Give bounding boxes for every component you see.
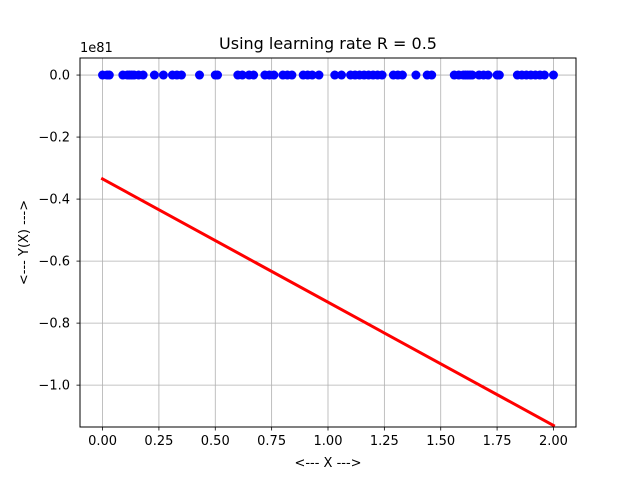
data-point (548, 70, 558, 80)
data-point (158, 70, 168, 80)
data-point (176, 70, 186, 80)
data-point (314, 70, 324, 80)
axis-ticks: 0.00 0.25 0.50 0.75 1.00 1.25 1.50 1.75 2.00 0.0 −… (38, 69, 568, 449)
regression-line (100, 176, 556, 428)
x-tick-label: 1.00 (314, 434, 343, 449)
data-point (269, 70, 279, 80)
x-tick-label: 0.25 (144, 434, 173, 449)
data-point (397, 70, 407, 80)
chart-title: Using learning rate R = 0.5 (219, 34, 437, 53)
data-point (467, 70, 477, 80)
data-point (213, 70, 223, 80)
data-point (427, 70, 437, 80)
data-point (194, 70, 204, 80)
x-tick-label: 0.50 (201, 434, 230, 449)
y-axis-label: <--- Y(X) ---> (17, 200, 32, 285)
data-point (330, 70, 340, 80)
data-point (377, 70, 387, 80)
x-tick-label: 2.00 (539, 434, 568, 449)
x-tick-label: 1.50 (426, 434, 455, 449)
data-point (307, 70, 317, 80)
x-tick-label: 1.75 (483, 434, 512, 449)
x-tick-label: 1.25 (370, 434, 399, 449)
data-point (494, 70, 504, 80)
x-tick-label: 0.00 (88, 434, 117, 449)
data-point (287, 70, 297, 80)
y-tick-label: −0.4 (38, 193, 70, 208)
x-tick-label: 0.75 (257, 434, 286, 449)
data-point (104, 70, 114, 80)
y-tick-label: −1.0 (38, 379, 70, 394)
data-series (98, 70, 558, 428)
data-point (411, 70, 421, 80)
data-point (249, 70, 259, 80)
data-point (138, 70, 148, 80)
y-axis-offset-label: 1e81 (80, 41, 113, 56)
y-tick-label: −0.2 (38, 131, 70, 146)
x-axis-label: <--- X ---> (294, 456, 361, 471)
data-point (237, 70, 247, 80)
y-tick-label: 0.0 (49, 69, 70, 84)
data-point (149, 70, 159, 80)
data-point (539, 70, 549, 80)
y-tick-label: −0.8 (38, 317, 70, 332)
data-point (483, 70, 493, 80)
y-tick-label: −0.6 (38, 255, 70, 270)
data-point (337, 70, 347, 80)
